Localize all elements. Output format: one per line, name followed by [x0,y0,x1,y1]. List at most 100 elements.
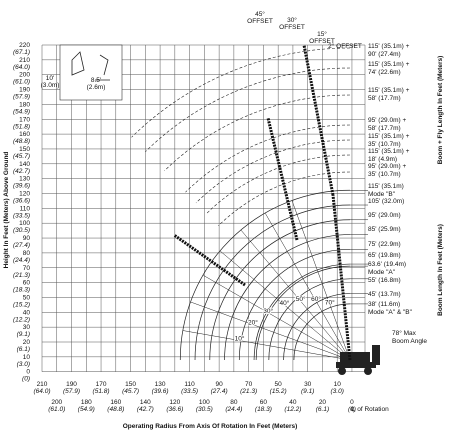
offset-label: OFFSET [309,38,335,45]
angle-label: 70° [325,299,335,307]
x-tick-label: 30 [304,381,312,388]
boom-label: 78° Max [392,329,417,337]
y-tick-label-metric: (24.4) [13,257,30,264]
y-tick-label: 90 [23,235,31,242]
x-tick-label-metric: (12.2) [284,406,301,413]
boom-label: Mode "B" [368,191,396,198]
fly-arc [218,171,351,226]
y-tick-label-metric: (6.1) [17,346,30,353]
boom-label: 115' (35.1m) + [368,43,410,50]
fly-arc [195,139,351,204]
x-tick-label: 140 [140,399,151,406]
boom-arc [253,263,351,361]
x-tick-label: 90 [216,381,224,388]
boom-label: 45' (13.7m) [368,291,401,298]
fly-arc [145,67,351,152]
boom-arc [209,219,351,361]
boom-label: 75' (22.9m) [368,241,401,248]
y-tick-label: 50 [23,294,31,301]
y-tick-label-metric: (33.5) [13,212,30,219]
y-tick-label: 0 [26,369,30,376]
boom-arc [268,278,351,361]
y-tick-label-metric: (30.5) [13,227,30,234]
x-tick-label-metric: (48.8) [107,406,124,413]
x-tick-label-metric: (18.3) [255,406,272,413]
y-tick-label-metric: (51.8) [13,123,30,130]
x-tick-label-metric: (3.0) [331,388,344,395]
y-tick-label: 190 [19,87,30,94]
boom-label: 90' (27.4m) [368,51,401,58]
offset-label: 45° [255,10,265,18]
fly-arc [164,94,351,172]
boom-arc [194,204,351,361]
x-tick-label-metric: (61.0) [48,406,65,413]
boom-label: 105' (32.0m) [368,198,404,205]
y-tick-label-metric: (67.1) [13,49,30,56]
x-tick-label: 210 [37,381,48,388]
boom-label: Boom Angle [392,338,427,345]
boom-label: 38' (11.6m) [368,301,400,308]
boom-label: 95' (29.0m) + [368,163,406,170]
angle-label: 40° [279,299,289,307]
angle-line [202,274,351,361]
y-tick-label: 200 [19,72,30,79]
x-tick-label: 120 [169,399,180,406]
fly-arc [185,124,351,193]
y-tick-label: 100 [19,220,30,227]
grid [41,44,366,372]
inset-label: 8.5' [91,77,101,84]
boom-label: 115' (35.1m) [368,183,404,190]
y-tick-label: 110 [20,205,31,212]
x-tick-label-metric: (51.8) [93,388,110,395]
x-tick-label: 20 [319,399,327,406]
boom-arc [179,189,351,361]
y-tick-label: 80 [23,250,31,257]
inset-label: (3.0m) [41,82,60,89]
inset-label: (2.6m) [87,84,106,91]
x-tick-label: 50 [275,381,283,388]
boom-label: 55' (16.8m) [368,277,401,284]
y-tick-label-metric: (9.1) [17,331,30,338]
y-tick-label-metric: (18.3) [13,287,30,294]
inset-box [59,44,123,101]
x-tick-label-metric: (54.9) [78,406,95,413]
angle-label: 20° [248,319,258,327]
y-tick-label: 60 [23,280,31,287]
x-tick-label: 180 [81,399,92,406]
boom-label: 115' (35.1m) + [368,133,410,140]
y-tick-label: 160 [19,131,30,138]
y-tick-label: 150 [19,146,30,153]
offset-label: OFFSET [279,24,305,31]
boom-label: 35' (10.7m) [368,171,401,178]
labels: 220(67.1)210(64.0)200(61.0)190(57.9)180(… [3,10,444,430]
boom-arc [293,303,351,361]
right-title: Boom + Fly Length In Feet (Meters) [437,56,444,165]
rotation-label: ℄ of Rotation [350,406,389,413]
y-axis-title: Height In Feet (Meters) Above Ground [3,152,10,269]
boom-label: 115' (35.1m) + [368,61,410,68]
x-tick-label: 0 [350,399,354,406]
right-title: Boom Length In Feet (Meters) [437,224,444,316]
x-tick-label-metric: (27.4) [211,388,228,395]
boom-arc [238,248,351,361]
offset-label: 2° OFFSET [328,42,362,50]
boom-label: 95' (29.0m) [368,212,401,219]
angle-line [291,200,351,361]
x-tick-label-metric: (21.3) [240,388,257,395]
fly-arc [131,47,351,138]
y-tick-label-metric: (15.2) [13,301,30,308]
x-tick-label-metric: (42.7) [137,406,154,413]
boom-label: 74' (22.6m) [368,69,401,76]
angle-line [219,250,351,361]
y-tick-label: 30 [23,324,31,331]
y-tick-label: 140 [19,161,30,168]
inset-drawing [71,51,110,81]
y-tick-label: 220 [19,42,30,49]
angle-line [240,229,351,361]
x-tick-label-metric: (30.5) [196,406,213,413]
y-tick-label-metric: (64.0) [13,64,30,71]
y-tick-label-metric: (45.7) [13,153,30,160]
y-tick-label: 210 [19,57,30,64]
angle-line [190,301,351,361]
